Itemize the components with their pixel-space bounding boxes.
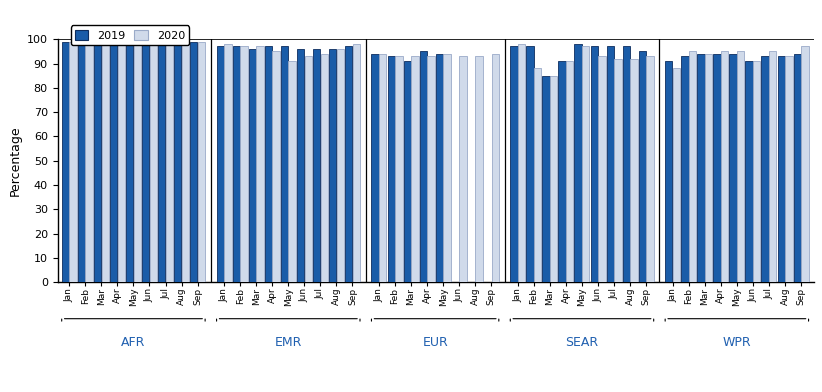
Bar (550, 76, 557, 282)
Bar (778, 56, 785, 282)
Bar (630, 59, 638, 282)
Bar (249, 49, 256, 282)
Bar (510, 47, 518, 282)
Bar (134, 42, 141, 282)
Bar (281, 47, 288, 282)
Bar (313, 49, 321, 282)
Bar (158, 42, 165, 282)
Bar (387, 56, 395, 282)
Bar (697, 54, 704, 282)
Bar (256, 47, 264, 282)
Bar (78, 42, 85, 282)
Bar (404, 61, 411, 282)
Bar (518, 44, 525, 282)
Bar (321, 54, 328, 282)
Bar (753, 61, 760, 282)
Bar (793, 54, 801, 282)
Bar (639, 51, 646, 282)
Bar (150, 42, 157, 282)
Bar (419, 51, 427, 282)
Bar (607, 47, 614, 282)
Bar (614, 59, 621, 282)
Bar (689, 51, 696, 282)
Y-axis label: Percentage: Percentage (8, 125, 21, 196)
Bar (721, 51, 728, 282)
Bar (272, 51, 279, 282)
Legend: 2019, 2020: 2019, 2020 (71, 25, 189, 45)
Bar (345, 47, 353, 282)
Bar (198, 42, 206, 282)
Bar (746, 61, 753, 282)
Bar (761, 56, 769, 282)
Bar (534, 68, 542, 282)
Bar (475, 56, 483, 282)
Bar (566, 61, 574, 282)
Bar (372, 54, 379, 282)
Bar (543, 76, 550, 282)
Bar (337, 49, 344, 282)
Bar (411, 56, 418, 282)
Bar (492, 54, 499, 282)
Bar (526, 47, 533, 282)
Bar (622, 47, 630, 282)
Bar (379, 54, 386, 282)
Bar (801, 47, 809, 282)
Bar (329, 49, 336, 282)
Bar (190, 42, 197, 282)
Bar (126, 39, 133, 282)
Bar (737, 51, 745, 282)
Bar (582, 47, 589, 282)
Bar (705, 54, 713, 282)
Bar (575, 44, 582, 282)
Bar (289, 61, 296, 282)
Bar (102, 42, 109, 282)
Bar (729, 54, 737, 282)
Bar (427, 56, 435, 282)
Bar (443, 54, 450, 282)
Bar (785, 56, 792, 282)
Bar (558, 61, 566, 282)
Bar (598, 56, 606, 282)
Text: SEAR: SEAR (566, 336, 598, 349)
Bar (110, 44, 118, 282)
Bar (436, 54, 443, 282)
Bar (216, 47, 224, 282)
Text: AFR: AFR (121, 336, 145, 349)
Bar (118, 42, 125, 282)
Bar (590, 47, 598, 282)
Bar (142, 42, 150, 282)
Text: EMR: EMR (275, 336, 302, 349)
Bar (94, 42, 101, 282)
Bar (459, 56, 467, 282)
Bar (174, 42, 182, 282)
Bar (673, 68, 680, 282)
Bar (304, 56, 312, 282)
Bar (69, 42, 76, 282)
Bar (681, 56, 689, 282)
Bar (353, 44, 360, 282)
Bar (166, 42, 173, 282)
Text: EUR: EUR (423, 336, 448, 349)
Bar (297, 49, 304, 282)
Bar (646, 56, 653, 282)
Text: WPR: WPR (723, 336, 751, 349)
Bar (85, 42, 93, 282)
Bar (395, 56, 403, 282)
Bar (265, 47, 272, 282)
Bar (182, 42, 189, 282)
Bar (769, 51, 777, 282)
Bar (233, 47, 240, 282)
Bar (62, 42, 69, 282)
Bar (665, 61, 672, 282)
Bar (240, 47, 247, 282)
Bar (713, 54, 721, 282)
Bar (224, 44, 232, 282)
